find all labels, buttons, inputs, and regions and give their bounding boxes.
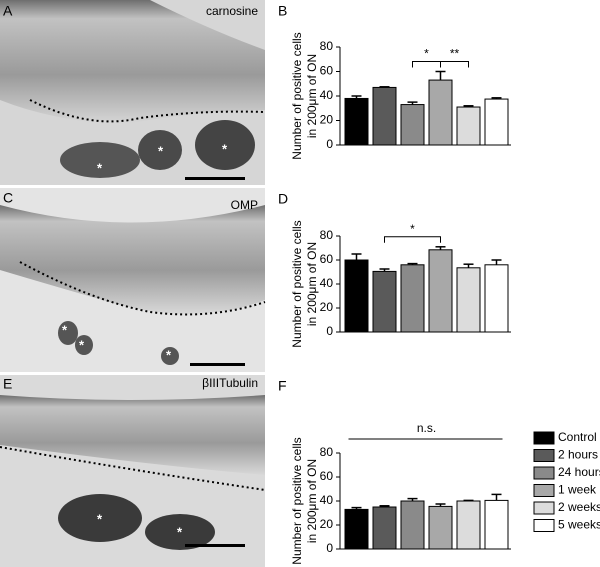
y-tick-label: 60 <box>320 252 334 266</box>
asterisk: * <box>177 524 183 539</box>
bar <box>428 505 453 550</box>
significance-bracket <box>384 236 441 243</box>
legend-label: 1 week <box>558 483 597 497</box>
panel-letter: C <box>3 190 13 206</box>
micrograph-a: A carnosine * * * <box>0 0 266 185</box>
error-bar <box>463 105 474 108</box>
y-tick-label: 0 <box>326 324 333 338</box>
micrograph-c: C OMP * * * <box>0 188 266 372</box>
y-axis-label: Number of positive cells <box>290 437 304 564</box>
y-tick-label: 20 <box>320 300 334 314</box>
y-axis-label: Number of positive cells <box>290 220 304 347</box>
y-tick-label: 40 <box>320 88 334 102</box>
asterisk: * <box>79 337 85 352</box>
error-bar <box>407 101 418 105</box>
panel-letter: F <box>278 378 287 394</box>
stain-label: βIIITubulin <box>202 376 258 390</box>
error-bar <box>379 505 390 507</box>
legend-swatch <box>533 519 555 532</box>
asterisk: * <box>97 160 103 175</box>
bar <box>484 264 509 333</box>
error-bar <box>435 70 446 81</box>
error-bar <box>379 86 390 88</box>
y-axis-label: in 200μm of ON <box>305 242 319 326</box>
legend-swatch <box>533 449 555 462</box>
bar <box>400 264 425 333</box>
asterisk: * <box>97 511 103 526</box>
legend-label: 2 hours <box>558 448 598 462</box>
significance-label: ** <box>450 47 460 61</box>
error-bar <box>491 259 502 265</box>
stain-label: carnosine <box>206 4 258 18</box>
bar <box>456 267 481 333</box>
significance-label: n.s. <box>417 421 436 435</box>
legend-swatch <box>533 484 555 497</box>
legend-label: Control <box>558 430 597 444</box>
error-bar <box>435 246 446 250</box>
y-tick-label: 80 <box>320 39 334 53</box>
bar <box>428 249 453 333</box>
asterisk: * <box>62 322 68 337</box>
y-tick-label: 40 <box>320 276 334 290</box>
legend-swatch <box>533 431 555 445</box>
y-tick-label: 60 <box>320 64 334 78</box>
legend-swatch <box>533 466 555 480</box>
significance-bracket <box>412 61 441 68</box>
y-tick-label: 40 <box>320 493 334 507</box>
bar <box>344 508 369 550</box>
y-tick-label: 60 <box>320 469 334 483</box>
error-bar <box>435 503 446 507</box>
panel-letter: E <box>3 376 12 392</box>
bar <box>400 104 425 146</box>
y-axis-label: in 200μm of ON <box>305 54 319 138</box>
legend-label: 24 hours <box>558 465 600 479</box>
bar <box>400 500 425 550</box>
y-tick-label: 20 <box>320 113 334 127</box>
bar <box>456 106 481 146</box>
error-bar <box>491 97 502 100</box>
error-bar <box>407 262 418 265</box>
bar <box>344 97 369 146</box>
significance-label: * <box>410 222 415 236</box>
bar <box>372 506 397 550</box>
error-bar <box>351 95 362 99</box>
panel-letter: B <box>278 3 287 19</box>
significance-label: * <box>424 47 429 61</box>
error-bar <box>379 268 390 272</box>
y-tick-label: 80 <box>320 445 334 459</box>
stain-label: OMP <box>231 198 258 212</box>
error-bar <box>407 497 418 501</box>
error-bar <box>491 493 502 501</box>
error-bar <box>351 506 362 510</box>
significance-bracket <box>440 61 469 68</box>
error-bar <box>351 253 362 260</box>
error-bar <box>463 499 474 502</box>
error-bar <box>463 263 474 268</box>
y-tick-label: 0 <box>326 137 333 151</box>
micrograph-e: E βIIITubulin * * <box>0 375 266 567</box>
legend-label: 2 weeks <box>558 500 600 514</box>
bar <box>484 98 509 146</box>
bar <box>484 499 509 550</box>
asterisk: * <box>158 143 164 158</box>
bar <box>456 500 481 550</box>
panel-letter: A <box>3 3 13 19</box>
asterisk: * <box>222 141 228 156</box>
bar <box>344 259 369 333</box>
y-tick-label: 0 <box>326 541 333 555</box>
asterisk: * <box>166 347 172 362</box>
bar <box>372 270 397 333</box>
y-tick-label: 80 <box>320 228 334 242</box>
y-axis-label: in 200μm of ON <box>305 459 319 543</box>
panel-letter: D <box>278 191 288 207</box>
bar <box>372 86 397 146</box>
legend-label: 5 weeks <box>558 518 600 532</box>
y-tick-label: 20 <box>320 517 334 531</box>
bar <box>428 79 453 146</box>
legend-swatch <box>533 501 555 515</box>
y-axis-label: Number of positive cells <box>290 32 304 159</box>
